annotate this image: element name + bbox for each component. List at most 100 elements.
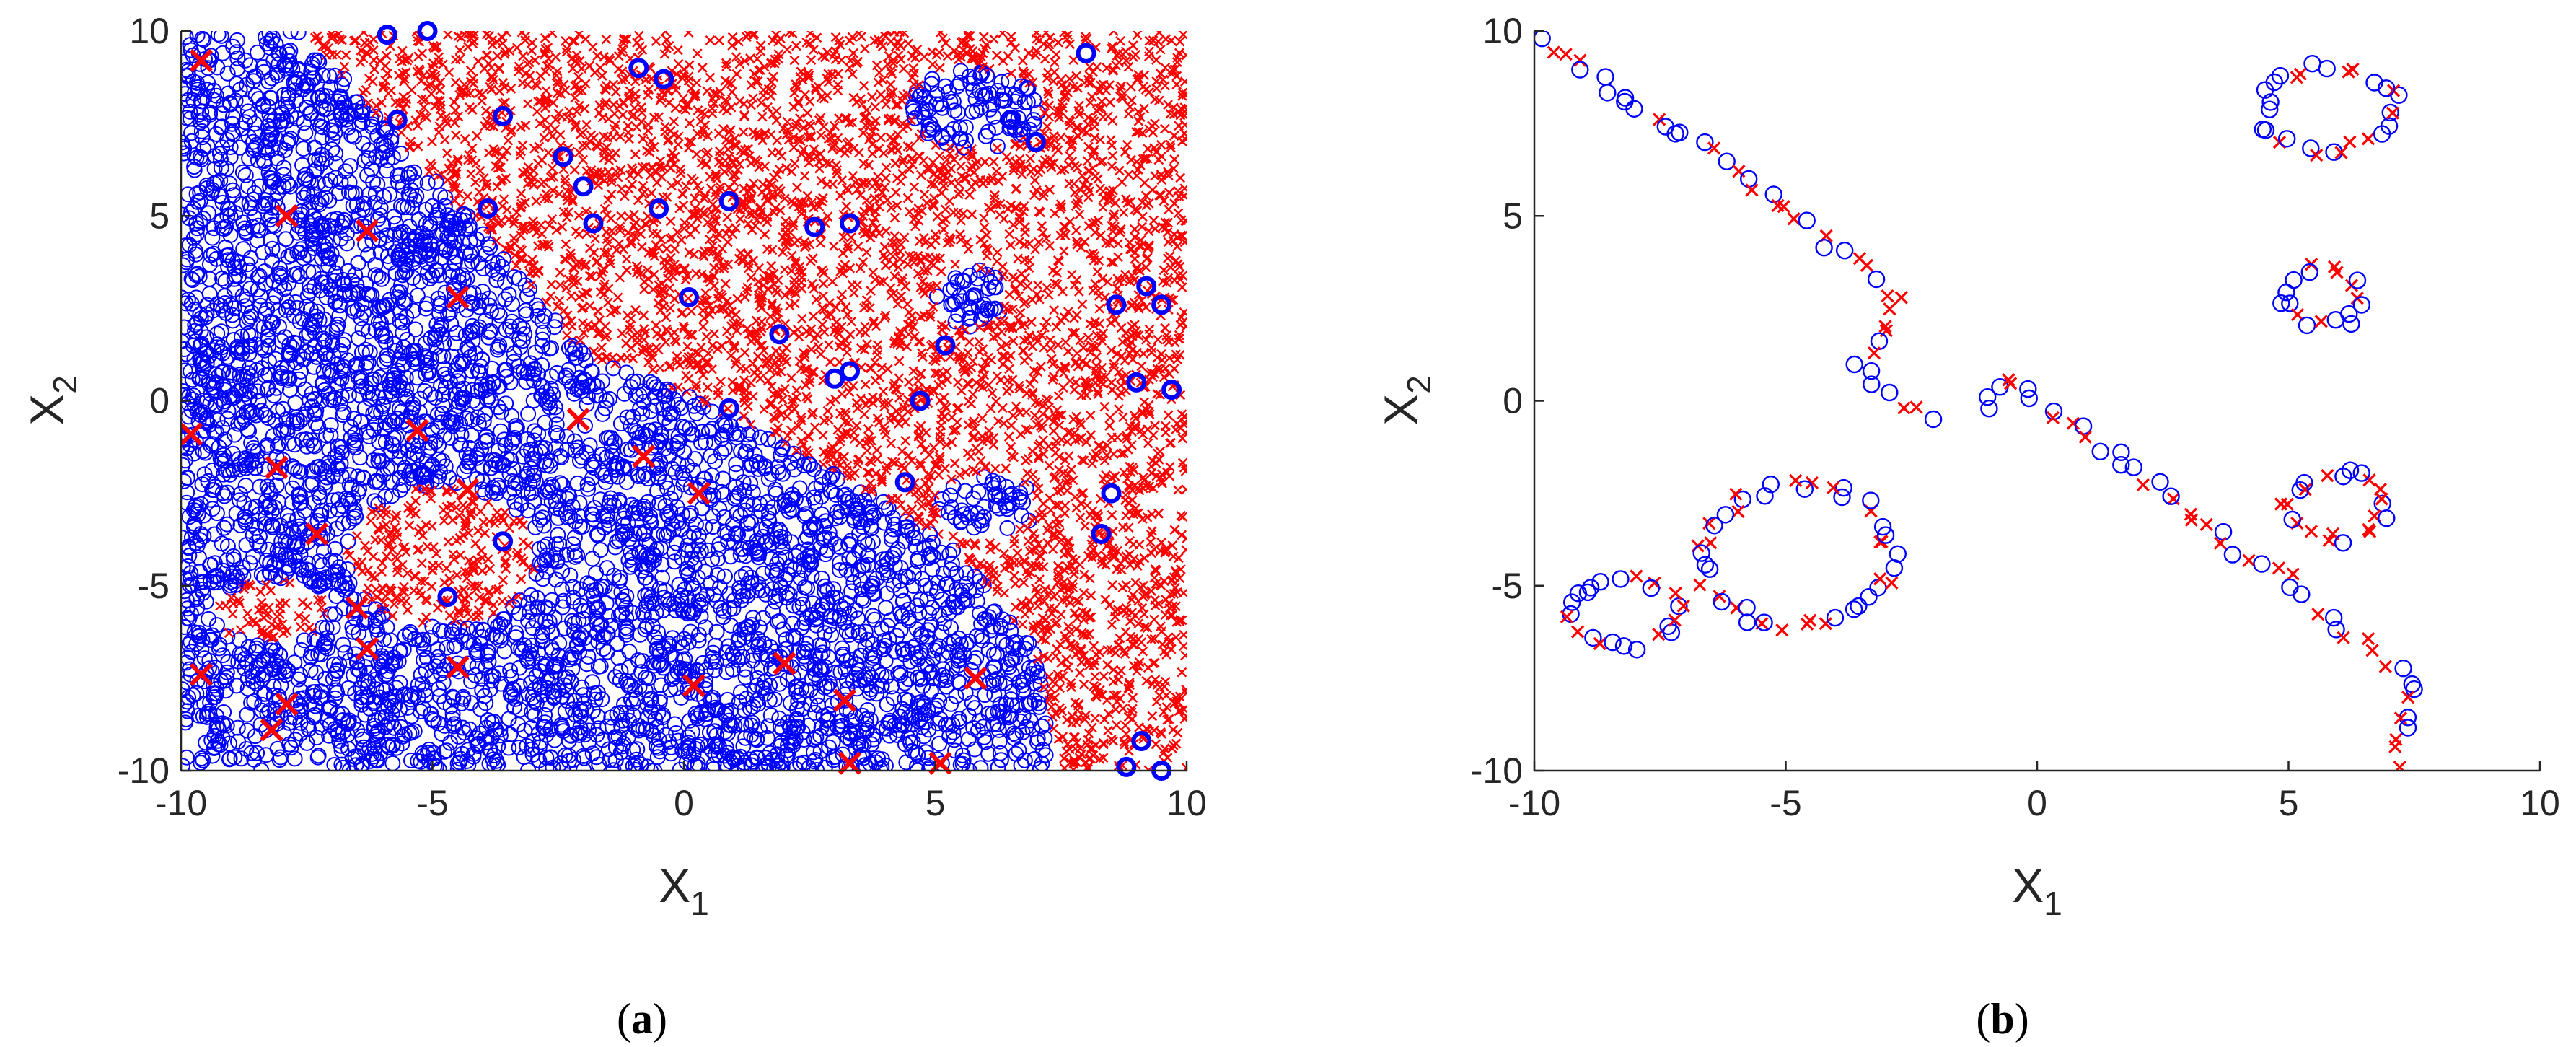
data-point-x [1136, 361, 1147, 372]
data-point-x [1020, 227, 1030, 237]
data-point-x [498, 575, 509, 585]
data-point-o [484, 626, 501, 643]
data-point-x [1074, 209, 1085, 219]
data-point-x [673, 45, 683, 56]
data-point-x [786, 196, 797, 206]
data-point-x [256, 597, 267, 608]
data-point-x [418, 102, 429, 113]
data-point-x [690, 88, 700, 99]
data-point-x [882, 195, 892, 206]
data-point-x [832, 424, 843, 435]
data-point-x [233, 595, 244, 605]
data-point-x [516, 188, 527, 199]
data-point-x [1089, 144, 1099, 155]
data-point-o [373, 404, 390, 421]
data-point-x [516, 574, 527, 584]
data-point-x [1179, 128, 1187, 139]
data-point-x [1173, 485, 1183, 495]
data-point-x [891, 187, 901, 198]
data-point-x [1171, 79, 1182, 89]
data-point-x [789, 298, 800, 309]
data-point-x [369, 64, 379, 74]
data-point-x [1068, 178, 1079, 189]
data-point-o [286, 307, 302, 324]
data-point-o [213, 31, 229, 44]
data-point-x [1063, 346, 1073, 356]
data-point-x [1107, 432, 1117, 443]
data-point-x [473, 610, 484, 621]
data-point-x [618, 244, 628, 255]
data-point-x [868, 267, 879, 278]
data-point-x [929, 179, 939, 190]
data-point-x [885, 132, 896, 143]
data-point-x [893, 262, 904, 273]
data-point-x [509, 233, 519, 244]
data-point-x [977, 431, 988, 442]
data-point-x [781, 162, 792, 173]
data-point-x [1034, 574, 1045, 584]
data-point-x [1166, 644, 1177, 654]
data-point-x [934, 47, 945, 58]
data-point-x [735, 214, 746, 224]
data-point-x [1142, 623, 1153, 633]
data-point-x [573, 229, 584, 240]
data-point-x [478, 172, 489, 183]
data-point-o [511, 740, 527, 755]
data-point-x [999, 269, 1009, 279]
data-point-o [728, 465, 744, 481]
data-point-x [1130, 320, 1140, 330]
data-point-x [705, 35, 716, 45]
data-point-x [809, 422, 820, 433]
data-point-o [224, 307, 241, 323]
data-point-x [824, 340, 834, 350]
data-point-x [603, 297, 613, 307]
data-point-o [952, 63, 969, 79]
data-point-x [919, 189, 930, 200]
data-point-x [665, 303, 675, 313]
data-point-o [343, 429, 359, 446]
data-point-x [964, 337, 975, 347]
data-point-o [731, 426, 747, 442]
data-point-x [410, 115, 421, 126]
data-point-x [1058, 595, 1068, 605]
data-point-x [434, 127, 444, 138]
data-point-o [447, 335, 463, 351]
data-point-x [1083, 332, 1094, 343]
data-point-x [1065, 678, 1076, 688]
data-point-x [992, 586, 1003, 597]
data-point-x [633, 31, 644, 41]
data-point-x [866, 286, 876, 296]
data-point-x [610, 87, 621, 97]
data-point-x [1019, 577, 1029, 588]
data-point-x [1071, 225, 1081, 236]
data-point-o [650, 654, 667, 671]
data-point-x [881, 226, 892, 236]
data-point-x [465, 168, 476, 179]
data-point-x [1150, 595, 1160, 605]
data-point-x [621, 254, 632, 264]
data-point-x [1001, 463, 1011, 473]
data-point-x [1177, 530, 1187, 540]
data-point-x [1091, 352, 1102, 362]
data-point-x [716, 376, 726, 387]
data-point-x [738, 127, 749, 137]
data-point-x [1159, 123, 1170, 134]
data-point-x [1107, 510, 1117, 520]
data-point-x [651, 36, 661, 46]
data-point-x [827, 276, 838, 287]
data-point-x [1042, 121, 1052, 132]
data-point-x [848, 288, 859, 298]
data-point-x [1034, 35, 1045, 45]
data-point-o [380, 248, 396, 264]
data-point-x [955, 229, 965, 240]
data-point-x [661, 35, 672, 45]
data-point-x [804, 96, 815, 107]
data-point-x [796, 313, 807, 324]
data-point-o [698, 434, 713, 450]
data-point-x [1161, 691, 1171, 701]
data-point-x [665, 253, 676, 263]
data-point-x [855, 327, 865, 338]
data-point-x [897, 273, 908, 284]
data-point-x [946, 437, 957, 447]
data-point-o [384, 755, 401, 771]
